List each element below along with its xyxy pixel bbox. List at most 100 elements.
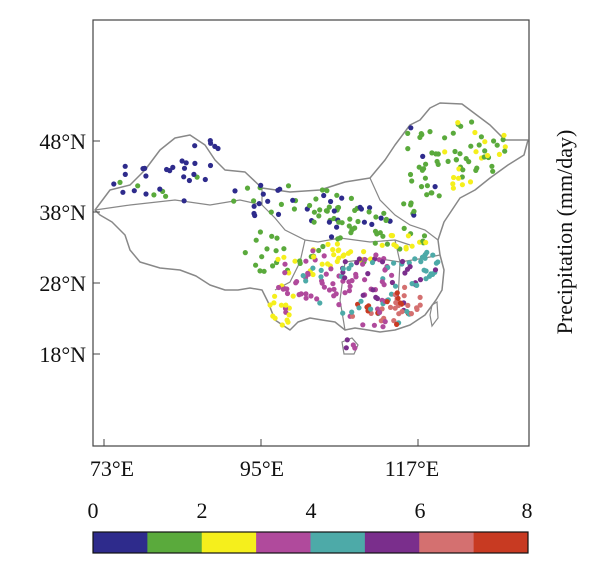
lat-tick-label: 18°N (39, 342, 86, 367)
station-point (382, 319, 388, 325)
station-point (347, 216, 353, 222)
station-point (463, 156, 469, 162)
station-point (343, 345, 349, 351)
station-point (373, 214, 379, 220)
station-point (379, 259, 386, 265)
station-point (393, 243, 399, 249)
station-point (170, 164, 176, 170)
station-point (270, 313, 276, 319)
station-point (316, 213, 322, 219)
station-point (317, 207, 323, 213)
station-point (368, 306, 374, 312)
station-point (278, 201, 284, 207)
station-points (111, 119, 508, 351)
station-point (490, 168, 496, 174)
colorbar-segment (93, 532, 148, 553)
station-point (502, 148, 508, 154)
station-point (275, 211, 282, 217)
station-point (298, 291, 304, 297)
station-point (418, 259, 424, 265)
station-point (275, 187, 281, 193)
station-point (491, 138, 497, 144)
station-point (409, 281, 415, 287)
station-point (251, 203, 257, 209)
station-point (442, 149, 448, 155)
station-point (416, 164, 422, 170)
station-point (339, 220, 345, 226)
station-point (117, 179, 123, 185)
station-point (202, 176, 208, 183)
station-point (358, 298, 364, 304)
station-point (346, 288, 352, 294)
station-point (314, 296, 320, 302)
station-point (451, 174, 457, 181)
station-point (423, 161, 429, 167)
station-point (360, 292, 366, 298)
colorbar-tick-label: 0 (88, 498, 99, 523)
station-point (280, 286, 286, 292)
station-point (334, 192, 340, 198)
station-point (356, 256, 362, 262)
station-point (350, 342, 356, 348)
station-point (272, 293, 278, 299)
station-point (473, 149, 479, 155)
station-point (355, 218, 361, 225)
station-point (328, 234, 335, 240)
station-point (264, 246, 270, 252)
colorbar-tick-label: 8 (522, 498, 533, 523)
station-point (417, 134, 423, 140)
colorbar-title: Precipitation (mm/day) (552, 130, 577, 335)
station-point (281, 246, 287, 252)
station-point (430, 252, 436, 258)
station-point (362, 277, 368, 283)
station-point (318, 274, 324, 280)
station-point (482, 139, 488, 145)
station-point (409, 178, 415, 184)
station-point (192, 160, 198, 166)
station-point (336, 255, 342, 261)
station-point (420, 153, 426, 159)
station-point (186, 177, 192, 184)
station-point (411, 212, 417, 218)
station-point (384, 299, 390, 305)
station-point (143, 191, 149, 197)
station-point (403, 246, 409, 252)
station-point (372, 240, 378, 246)
station-point (361, 249, 367, 255)
station-point (253, 237, 259, 243)
station-point (319, 278, 325, 284)
map-frame (92, 19, 530, 447)
station-point (331, 293, 337, 299)
station-point (405, 130, 411, 136)
station-point (373, 252, 379, 258)
station-point (321, 284, 327, 290)
station-point (407, 171, 414, 178)
station-point (181, 165, 188, 171)
station-point (391, 260, 397, 266)
station-point (313, 196, 319, 202)
station-point (331, 286, 337, 292)
station-point (316, 247, 322, 254)
station-point (418, 184, 425, 190)
station-point (379, 242, 385, 248)
colorbar-labels: 0 2 4 6 8 (88, 498, 533, 523)
station-point (501, 132, 507, 138)
station-point (360, 322, 366, 328)
station-point (257, 268, 263, 274)
station-point (290, 293, 296, 299)
station-point (328, 198, 334, 205)
station-point (336, 302, 342, 308)
station-point (319, 261, 325, 267)
lat-tick-label: 48°N (39, 129, 86, 154)
station-point (478, 134, 484, 140)
station-point (389, 279, 395, 286)
station-point (453, 157, 459, 163)
station-point (157, 186, 163, 192)
station-point (310, 248, 316, 254)
station-point (422, 255, 428, 261)
station-point (325, 241, 331, 247)
station-point (394, 290, 400, 296)
station-point (347, 283, 353, 289)
station-point (378, 318, 384, 324)
station-point (278, 302, 284, 308)
